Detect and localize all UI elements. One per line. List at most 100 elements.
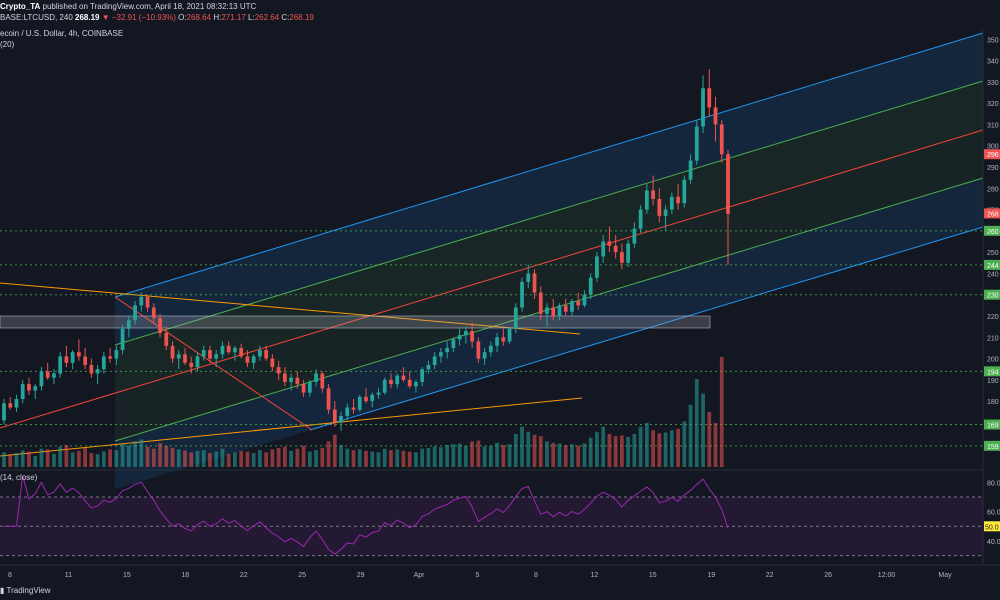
volume-bar-30: [189, 452, 194, 467]
volume-bar-86: [538, 436, 543, 467]
candle-115: [719, 120, 724, 163]
price-tick-4: 310: [987, 122, 999, 129]
author-name[interactable]: Crypto_TA: [0, 2, 41, 11]
candle-body-68: [426, 364, 431, 370]
candle-body-54: [339, 416, 343, 423]
price-badge-2: 260: [987, 229, 999, 236]
price-tick-17: 180: [987, 399, 999, 406]
volume-bar-107: [669, 430, 674, 467]
channel-inner-upper-line: [114, 80, 984, 346]
candle-body-78: [488, 345, 493, 353]
candle-body-103: [644, 190, 649, 210]
volume-bar-28: [176, 449, 181, 467]
volume-bar-20: [126, 445, 131, 467]
volume-indicator-label[interactable]: (20): [0, 40, 15, 49]
candle-14: [89, 358, 94, 378]
candle-41: [258, 345, 262, 361]
candle-47: [295, 371, 300, 389]
candle-body-6: [39, 371, 44, 387]
candle-body-57: [357, 396, 362, 410]
candle-44: [276, 360, 281, 380]
candle-body-23: [145, 296, 150, 308]
candle-body-85: [532, 273, 537, 293]
candle-body-9: [58, 356, 63, 374]
candle-40: [251, 354, 256, 370]
candle-body-10: [64, 356, 69, 363]
candle-70: [439, 347, 443, 363]
volume-bar-81: [507, 444, 512, 467]
candle-65: [407, 371, 412, 389]
candle-67: [420, 367, 425, 387]
candle-23: [145, 294, 150, 312]
price-badge-3: 244: [987, 263, 999, 270]
candle-body-44: [276, 367, 281, 374]
candle-83: [520, 277, 524, 312]
volume-bar-110: [688, 404, 693, 467]
resistance-zone-box: [0, 315, 711, 329]
volume-bar-64: [401, 450, 406, 467]
channel-outer-lower-fill: [115, 178, 983, 489]
time-tick-14: 26: [824, 572, 832, 579]
candle-33: [208, 345, 212, 363]
candle-87: [545, 303, 549, 327]
candle-body-100: [626, 243, 631, 263]
candle-101: [632, 222, 637, 248]
candle-86: [538, 286, 543, 321]
candle-body-34: [214, 354, 219, 359]
brand-name[interactable]: TradingView: [6, 586, 51, 595]
candle-body-56: [351, 407, 356, 410]
candle-112: [701, 75, 705, 133]
candle-97: [607, 226, 612, 253]
volume-bar-39: [245, 451, 250, 467]
volume-bar-35: [220, 448, 225, 467]
volume-bar-94: [588, 437, 593, 467]
candle-body-112: [701, 88, 705, 127]
candle-66: [414, 379, 418, 393]
volume-bar-106: [663, 432, 668, 467]
volume-bar-12: [77, 450, 81, 467]
candle-body-91: [570, 301, 574, 312]
candle-15: [95, 364, 100, 385]
ohlc-high-label: H:: [213, 13, 222, 22]
volume-bar-11: [70, 452, 75, 467]
candle-body-30: [189, 362, 194, 368]
candle-body-74: [463, 330, 468, 336]
candle-102: [638, 205, 643, 233]
time-tick-16: May: [938, 572, 952, 579]
candle-body-41: [258, 350, 262, 357]
candle-body-67: [420, 369, 425, 382]
volume-bar-61: [382, 448, 387, 467]
time-axis[interactable]: 8 11 15 18 22 25 29 Apr 5 8 12 15 19 22 26 12:00 May: [8, 572, 952, 579]
candle-28: [176, 350, 181, 370]
candle-body-87: [545, 307, 549, 314]
candle-body-18: [114, 350, 119, 359]
time-tick-12: 19: [707, 572, 715, 579]
price-badge-6: 169: [987, 423, 999, 430]
candle-8: [52, 369, 56, 385]
candle-106: [663, 205, 668, 231]
volume-bar-18: [114, 450, 119, 467]
candle-body-86: [538, 292, 543, 314]
volume-bar-78: [488, 445, 493, 467]
price-badge-7: 159: [987, 444, 999, 451]
volume-bar-29: [183, 450, 187, 467]
volume-bar-44: [276, 447, 281, 467]
candle-104: [651, 175, 655, 206]
rsi-label[interactable]: (14, close): [0, 473, 38, 482]
candle-77: [482, 347, 487, 365]
volume-bars: [2, 357, 724, 467]
candle-108: [676, 184, 680, 210]
candle-73: [457, 328, 462, 346]
price-tick-1: 340: [987, 59, 999, 66]
volume-bar-8: [52, 453, 56, 467]
candle-body-27: [170, 345, 175, 359]
candle-body-7: [45, 371, 50, 378]
symbol-label: BASE:LTCUSD, 240: [0, 13, 73, 22]
candle-body-28: [176, 354, 181, 359]
candle-body-20: [126, 320, 131, 329]
price-badge-bg-7: [984, 440, 1000, 451]
candle-31: [195, 352, 200, 372]
candle-body-24: [151, 307, 156, 319]
candle-32: [201, 345, 206, 361]
